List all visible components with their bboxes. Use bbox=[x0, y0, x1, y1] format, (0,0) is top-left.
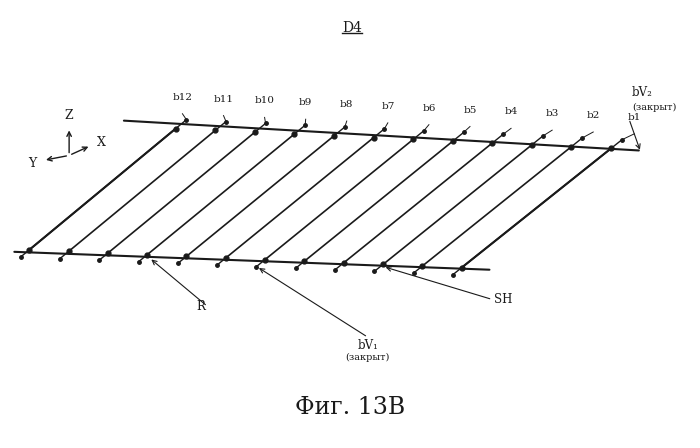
Text: b11: b11 bbox=[214, 95, 234, 103]
Text: (закрыт): (закрыт) bbox=[632, 103, 676, 112]
Polygon shape bbox=[265, 139, 453, 261]
Polygon shape bbox=[108, 132, 295, 255]
Text: b1: b1 bbox=[628, 113, 641, 122]
Polygon shape bbox=[344, 143, 532, 264]
Polygon shape bbox=[186, 136, 374, 258]
Text: b8: b8 bbox=[340, 100, 354, 109]
Text: b9: b9 bbox=[299, 98, 312, 107]
Text: b7: b7 bbox=[381, 102, 395, 111]
Polygon shape bbox=[383, 145, 571, 266]
Text: b12: b12 bbox=[172, 93, 192, 102]
Text: b10: b10 bbox=[255, 96, 274, 105]
Text: X: X bbox=[97, 136, 106, 149]
Text: (закрыт): (закрыт) bbox=[346, 353, 390, 362]
Text: b6: b6 bbox=[422, 104, 435, 113]
Polygon shape bbox=[29, 129, 216, 251]
Text: R: R bbox=[197, 300, 206, 313]
Text: SH: SH bbox=[494, 293, 513, 306]
Text: D4: D4 bbox=[342, 21, 362, 35]
Text: b3: b3 bbox=[545, 109, 559, 118]
Text: b2: b2 bbox=[587, 111, 600, 120]
Text: bV₂: bV₂ bbox=[632, 86, 653, 99]
Text: b4: b4 bbox=[505, 108, 518, 116]
Polygon shape bbox=[147, 134, 334, 256]
Polygon shape bbox=[226, 138, 413, 259]
Text: b5: b5 bbox=[463, 106, 477, 115]
Polygon shape bbox=[69, 130, 255, 253]
Polygon shape bbox=[304, 141, 492, 263]
Text: Z: Z bbox=[65, 108, 74, 122]
Text: bV₁: bV₁ bbox=[358, 339, 379, 352]
Text: Фиг. 13B: Фиг. 13B bbox=[295, 396, 405, 419]
Polygon shape bbox=[422, 146, 611, 268]
Text: Y: Y bbox=[28, 157, 36, 170]
